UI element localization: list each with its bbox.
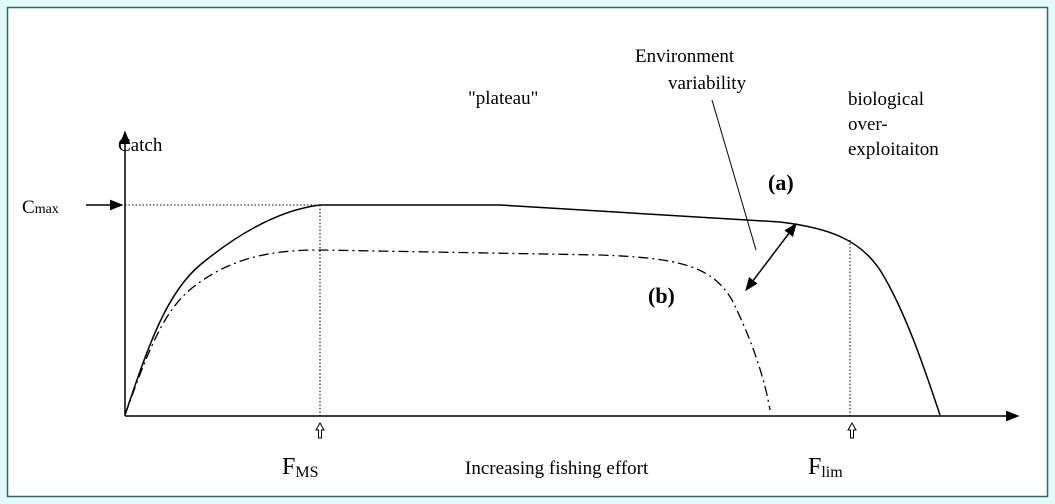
variability-arrow [745,222,797,292]
fms-marker [315,421,325,439]
plateau-label: "plateau" [468,88,538,109]
bio-label-1: biological [848,89,924,110]
curve-b-label: (b) [648,283,675,308]
cmax-base: C [22,197,35,218]
curve-b [124,249,771,416]
fms-label: FMS [282,454,318,481]
flim-marker [847,421,857,439]
curve-a-label: (a) [768,170,794,195]
environment-label: Environment [635,46,735,67]
x-axis-label: Increasing fishing effort [465,458,649,479]
flim-label: Flim [808,454,843,481]
cmax-label: Cmax [22,197,59,218]
variability-pointer [711,99,757,251]
fms-sub: MS [295,464,318,481]
bio-label-3: exploitaiton [848,139,939,160]
y-axis-label: Catch [118,135,163,156]
variability-label: variability [668,73,747,94]
flim-base: F [808,454,821,480]
fms-base: F [282,454,295,480]
bio-label-2: over- [848,114,888,135]
canvas [6,6,1049,498]
cmax-sub: max [35,202,59,217]
curve-a [124,204,941,416]
flim-sub: lim [821,464,843,481]
